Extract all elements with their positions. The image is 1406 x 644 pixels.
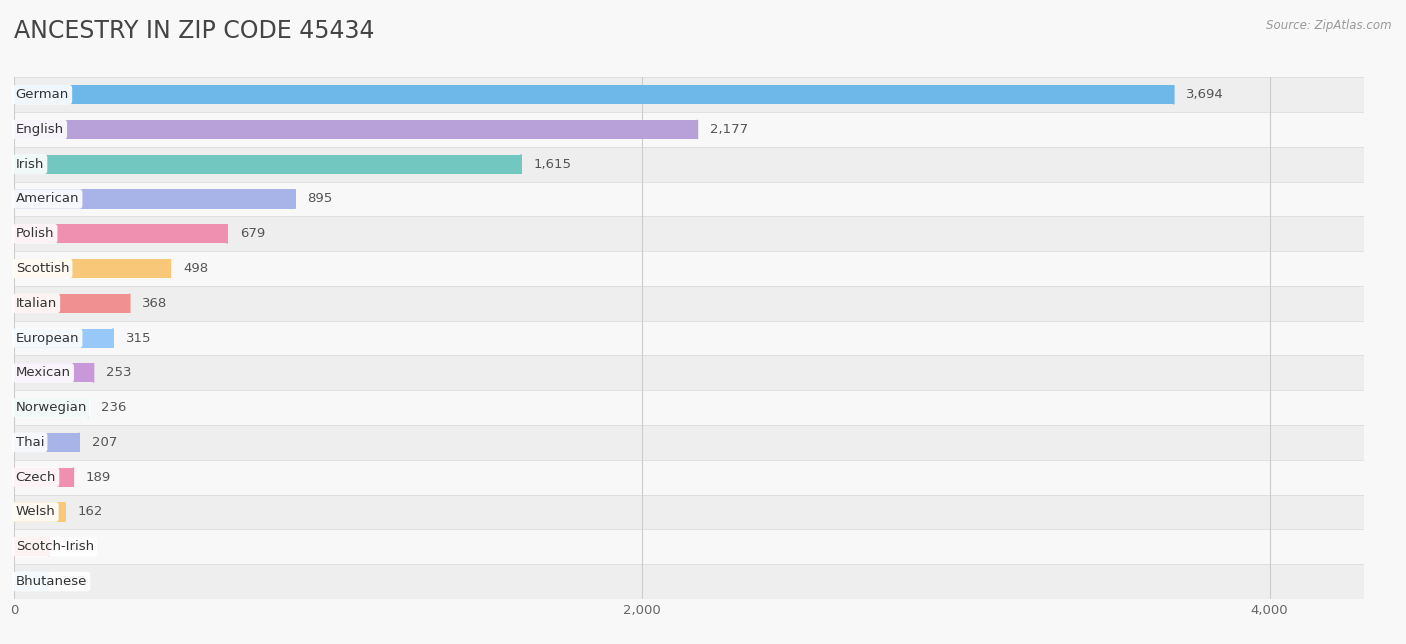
Text: 895: 895 xyxy=(308,193,333,205)
Bar xyxy=(14,77,1364,112)
Bar xyxy=(14,182,1364,216)
Bar xyxy=(14,425,1364,460)
Bar xyxy=(14,286,1364,321)
Text: European: European xyxy=(15,332,79,345)
Text: 107: 107 xyxy=(60,575,86,588)
Text: Bhutanese: Bhutanese xyxy=(15,575,87,588)
Text: Scotch-Irish: Scotch-Irish xyxy=(15,540,94,553)
Bar xyxy=(14,112,1364,147)
Text: Thai: Thai xyxy=(15,436,44,449)
Text: 207: 207 xyxy=(91,436,117,449)
Text: Norwegian: Norwegian xyxy=(15,401,87,414)
Text: Polish: Polish xyxy=(15,227,53,240)
Bar xyxy=(14,398,89,417)
Bar xyxy=(14,155,522,174)
Text: Source: ZipAtlas.com: Source: ZipAtlas.com xyxy=(1267,19,1392,32)
Text: Czech: Czech xyxy=(15,471,56,484)
Bar xyxy=(14,502,65,522)
Bar xyxy=(14,251,1364,286)
Text: 2,177: 2,177 xyxy=(710,123,748,136)
Bar xyxy=(14,529,1364,564)
Bar xyxy=(14,468,73,487)
Bar xyxy=(14,224,228,243)
Text: Scottish: Scottish xyxy=(15,262,69,275)
Bar xyxy=(14,460,1364,495)
Bar xyxy=(14,390,1364,425)
Bar xyxy=(14,259,170,278)
Text: 498: 498 xyxy=(183,262,208,275)
Text: 315: 315 xyxy=(125,332,150,345)
Text: 236: 236 xyxy=(101,401,127,414)
Text: 189: 189 xyxy=(86,471,111,484)
Bar xyxy=(14,495,1364,529)
Text: ANCESTRY IN ZIP CODE 45434: ANCESTRY IN ZIP CODE 45434 xyxy=(14,19,374,43)
Bar xyxy=(14,537,49,556)
Text: Irish: Irish xyxy=(15,158,44,171)
Text: Mexican: Mexican xyxy=(15,366,70,379)
Text: 1,615: 1,615 xyxy=(533,158,572,171)
Bar xyxy=(14,85,1174,104)
Bar xyxy=(14,433,79,452)
Text: 368: 368 xyxy=(142,297,167,310)
Bar xyxy=(14,294,129,313)
Text: Welsh: Welsh xyxy=(15,506,55,518)
Text: Italian: Italian xyxy=(15,297,56,310)
Bar xyxy=(14,363,93,383)
Bar xyxy=(14,355,1364,390)
Bar xyxy=(14,572,48,591)
Bar xyxy=(14,216,1364,251)
Text: 679: 679 xyxy=(240,227,264,240)
Text: 3,694: 3,694 xyxy=(1187,88,1223,101)
Bar xyxy=(14,564,1364,599)
Text: German: German xyxy=(15,88,69,101)
Bar xyxy=(14,328,112,348)
Text: English: English xyxy=(15,123,63,136)
Text: 253: 253 xyxy=(105,366,132,379)
Text: American: American xyxy=(15,193,79,205)
Bar xyxy=(14,147,1364,182)
Text: 162: 162 xyxy=(77,506,103,518)
Text: 112: 112 xyxy=(62,540,87,553)
Bar xyxy=(14,189,295,209)
Bar xyxy=(14,120,697,139)
Bar xyxy=(14,321,1364,355)
